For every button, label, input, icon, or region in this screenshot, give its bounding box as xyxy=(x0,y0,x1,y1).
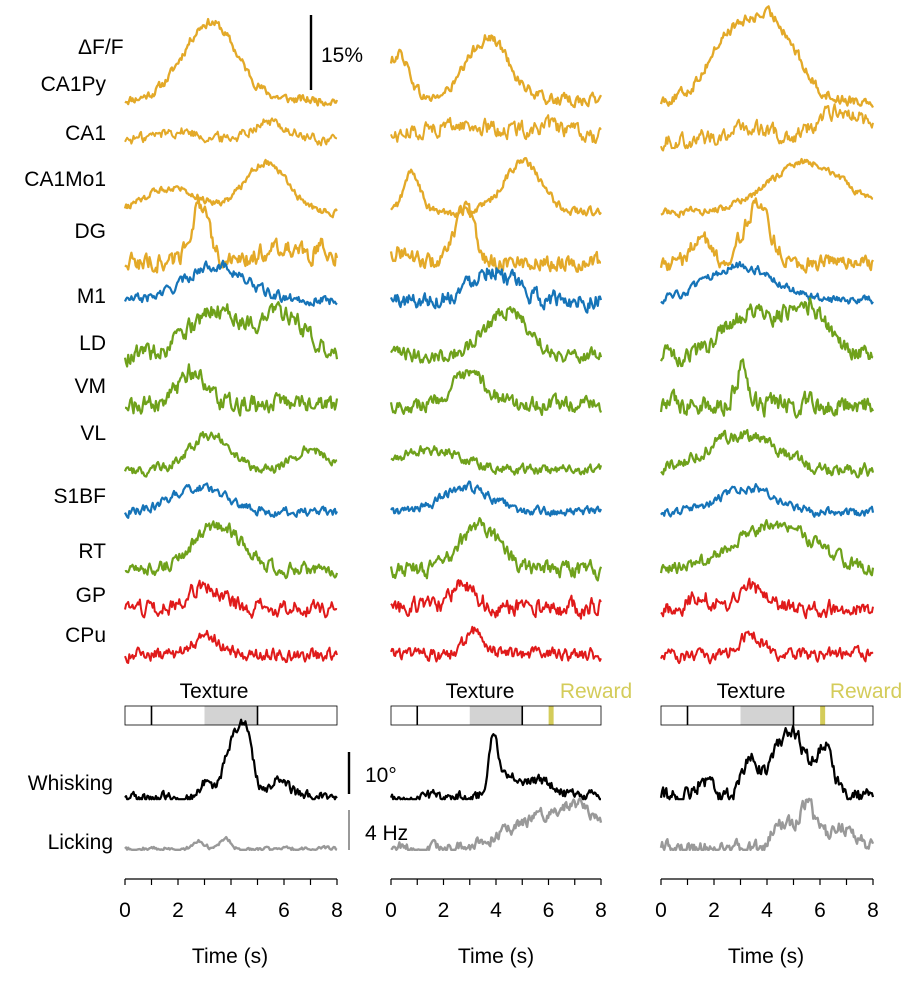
trace-ca1 xyxy=(660,103,874,152)
trace-vm xyxy=(389,369,603,416)
x-tick-label: 2 xyxy=(438,899,450,922)
trace-cpu xyxy=(124,629,338,664)
dff-label: ΔF/F xyxy=(78,36,124,59)
x-tick-label: 8 xyxy=(595,899,607,922)
trace-licking xyxy=(124,835,338,851)
behavior-label-licking: Licking xyxy=(48,831,113,854)
x-tick-label: 4 xyxy=(225,899,237,922)
x-tick-label: 4 xyxy=(490,899,502,922)
x-tick-label: 6 xyxy=(278,899,290,922)
trace-ld xyxy=(390,306,603,364)
trial-column-2: Texture Reward Time (s) 0 2 4 6 8 xyxy=(385,34,632,968)
trace-m1 xyxy=(660,260,874,305)
trace-rt xyxy=(659,519,875,577)
region-label-dg: DG xyxy=(75,220,107,243)
task-bar xyxy=(390,705,602,726)
x-tick-label: 0 xyxy=(655,899,667,922)
trace-m1 xyxy=(123,259,338,307)
trace-gp xyxy=(660,577,874,620)
trace-gp xyxy=(124,579,338,619)
behavior-label-whisking: Whisking xyxy=(28,772,113,795)
region-label-ca1mo1: CA1Mo1 xyxy=(24,168,106,191)
x-tick-label: 4 xyxy=(761,899,773,922)
trace-vm xyxy=(659,358,874,419)
trace-ca1py xyxy=(389,34,603,109)
trace-s1bf xyxy=(390,480,602,517)
texture-zone xyxy=(469,706,523,725)
region-label-vm: VM xyxy=(75,375,107,398)
trace-cpu xyxy=(390,625,602,663)
trace-rt xyxy=(389,517,603,582)
region-label-s1bf: S1BF xyxy=(53,485,106,508)
trial-column-3: Texture Reward Time (s) 0 2 4 6 8 xyxy=(655,5,902,968)
trace-licking xyxy=(390,797,603,851)
trace-vl xyxy=(123,431,338,478)
task-bar xyxy=(660,705,874,726)
texture-label: Texture xyxy=(180,680,249,703)
trace-m1 xyxy=(389,267,603,314)
trace-ld xyxy=(660,297,874,368)
trace-ca1py xyxy=(124,17,339,107)
trace-licking xyxy=(659,797,875,851)
trace-s1bf xyxy=(124,482,338,519)
trace-ca1py xyxy=(659,5,875,109)
region-label-rt: RT xyxy=(78,540,106,563)
region-label-ld: LD xyxy=(79,332,106,355)
trace-dg xyxy=(124,196,339,274)
x-tick-label: 8 xyxy=(331,899,343,922)
x-tick-label: 6 xyxy=(543,899,555,922)
x-tick-label: 0 xyxy=(119,899,131,922)
trial-column-1: Texture Time (s) 0 2 4 6 8 xyxy=(119,17,343,968)
whisk-scale-value: 10° xyxy=(365,764,397,787)
trace-ca1 xyxy=(124,117,338,147)
task-bar xyxy=(124,705,338,726)
trace-cpu xyxy=(660,630,874,665)
region-label-ca1: CA1 xyxy=(65,122,106,145)
reward-marker xyxy=(548,706,554,725)
region-label-gp: GP xyxy=(76,584,106,607)
trace-vl xyxy=(660,429,875,479)
region-label-cpu: CPu xyxy=(65,624,106,647)
texture-label: Texture xyxy=(446,680,515,703)
reward-marker xyxy=(820,706,826,725)
reward-label: Reward xyxy=(830,680,902,703)
texture-zone xyxy=(204,706,258,725)
trace-whisking xyxy=(124,718,338,801)
trace-ca1mo1 xyxy=(123,158,338,219)
trace-whisking xyxy=(659,725,875,801)
trace-ld xyxy=(123,301,339,368)
trace-ca1mo1 xyxy=(390,157,602,218)
dff-scale-value: 15% xyxy=(321,44,363,67)
lick-scale-value: 4 Hz xyxy=(365,822,408,845)
x-tick-label: 2 xyxy=(708,899,720,922)
trace-s1bf xyxy=(660,483,875,518)
x-tick-label: 8 xyxy=(867,899,879,922)
x-tick-label: 0 xyxy=(385,899,397,922)
trace-dg xyxy=(659,197,875,274)
x-tick-label: 2 xyxy=(172,899,184,922)
region-label-vl: VL xyxy=(80,422,106,445)
texture-zone xyxy=(740,706,794,725)
x-axis-title: Time (s) xyxy=(192,945,268,968)
trace-whisking xyxy=(389,733,601,801)
trace-vm xyxy=(124,363,339,417)
reward-label: Reward xyxy=(560,680,632,703)
x-axis-title: Time (s) xyxy=(728,945,804,968)
region-label-m1: M1 xyxy=(77,285,106,308)
trace-rt xyxy=(124,520,339,580)
texture-label: Texture xyxy=(717,680,786,703)
trace-vl xyxy=(390,445,603,476)
region-labels: CA1Py CA1 CA1Mo1 DG M1 LD VM VL S1BF RT … xyxy=(24,73,106,647)
trace-ca1mo1 xyxy=(660,157,874,219)
trace-gp xyxy=(390,579,602,620)
trace-ca1 xyxy=(390,114,602,144)
x-tick-label: 6 xyxy=(814,899,826,922)
x-axis-title: Time (s) xyxy=(458,945,534,968)
region-label-ca1py: CA1Py xyxy=(41,73,107,96)
